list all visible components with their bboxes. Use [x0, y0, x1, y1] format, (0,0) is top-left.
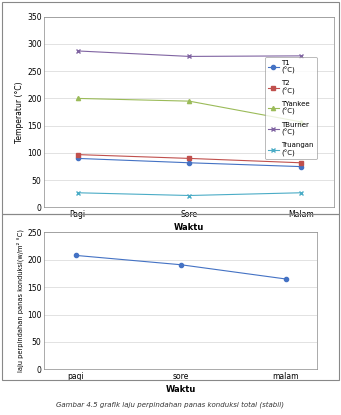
TYankee
(°C) [187, 99, 191, 104]
T1
(°C) [187, 160, 191, 165]
X-axis label: Waktu: Waktu [174, 223, 205, 232]
T1
(°C) [299, 164, 303, 169]
T2
(°C) [76, 152, 80, 157]
Text: Gambar 4.5 grafik laju perpindahan panas konduksi total (stabil): Gambar 4.5 grafik laju perpindahan panas… [57, 402, 284, 408]
TYankee
(°C) [76, 96, 80, 101]
TBurner
(°C) [187, 54, 191, 59]
Truangan
(°C) [187, 193, 191, 198]
Truangan
(°C) [299, 190, 303, 195]
Truangan
(°C) [76, 190, 80, 195]
Line: TYankee
(°C): TYankee (°C) [76, 96, 303, 124]
Line: TBurner
(°C): TBurner (°C) [76, 49, 303, 59]
Line: T2
(°C): T2 (°C) [76, 152, 303, 165]
T1
(°C) [76, 156, 80, 161]
T2
(°C) [187, 156, 191, 161]
TBurner
(°C) [299, 54, 303, 59]
Y-axis label: Temperatur (°C): Temperatur (°C) [15, 81, 24, 143]
Line: T1
(°C): T1 (°C) [76, 156, 303, 168]
X-axis label: Waktu: Waktu [165, 385, 196, 394]
Line: Truangan
(°C): Truangan (°C) [76, 190, 303, 198]
TBurner
(°C) [76, 49, 80, 54]
Legend: T1
(°C), T2
(°C), TYankee
(°C), TBurner
(°C), Truangan
(°C): T1 (°C), T2 (°C), TYankee (°C), TBurner … [265, 57, 316, 159]
T2
(°C) [299, 160, 303, 165]
TYankee
(°C) [299, 120, 303, 124]
Y-axis label: laju perpindahan panas konduksi(w/m² °C): laju perpindahan panas konduksi(w/m² °C) [17, 229, 24, 372]
